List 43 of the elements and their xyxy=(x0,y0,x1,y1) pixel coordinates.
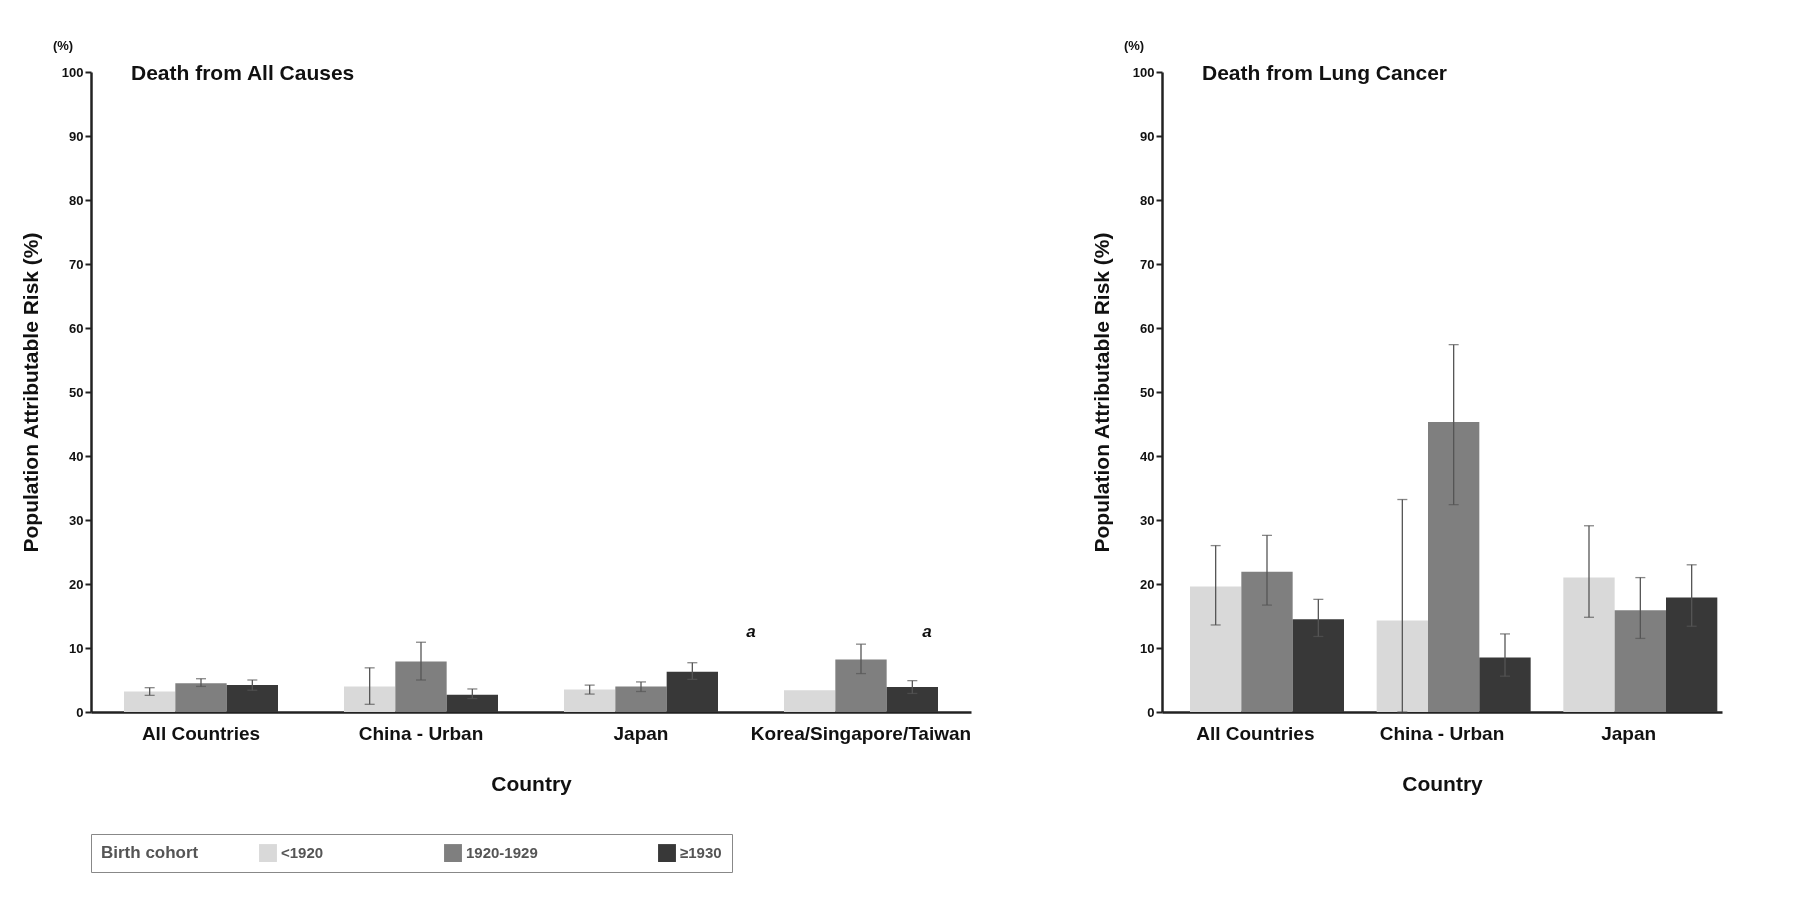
y-tick-label: 20 xyxy=(69,576,84,592)
y-tick-label: 0 xyxy=(76,704,84,720)
y-tick-label: 60 xyxy=(69,320,84,336)
chart-title: Death from Lung Cancer xyxy=(1202,61,1448,84)
y-tick-label: 90 xyxy=(1140,128,1155,144)
legend-title: Birth cohort xyxy=(101,843,199,862)
y-tick-label: 80 xyxy=(1140,192,1155,208)
legend-label: <1920 xyxy=(281,844,324,862)
annotation: a xyxy=(922,622,932,641)
text: (%) xyxy=(52,38,74,53)
y-tick-label: 50 xyxy=(1140,384,1155,400)
x-tick-label: All Countries xyxy=(1196,722,1315,744)
y-tick-label: 20 xyxy=(1140,576,1155,592)
x-tick-label: Korea/Singapore/Taiwan xyxy=(750,722,972,744)
y-tick-label: 30 xyxy=(1140,512,1155,528)
legend-label: ≥1930 xyxy=(680,844,722,862)
x-axis-title: Country xyxy=(1402,771,1484,795)
x-tick-label: Japan xyxy=(613,722,669,744)
y-tick-label: 90 xyxy=(69,128,84,144)
y-tick-label: 70 xyxy=(69,256,84,272)
chart-title: Death from All Causes xyxy=(131,61,355,84)
y-tick-label: 80 xyxy=(69,192,84,208)
x-tick-label: China - Urban xyxy=(1379,722,1505,744)
y-tick-label: 30 xyxy=(69,512,84,528)
legend-label: 1920-1929 xyxy=(466,844,538,862)
y-tick-label: 0 xyxy=(1147,704,1155,720)
y-tick-label: 100 xyxy=(1132,64,1155,80)
y-tick-label: 50 xyxy=(69,384,84,400)
y-axis-title: Population Attributable Risk (%) xyxy=(1089,232,1113,553)
y-tick-label: 100 xyxy=(61,64,84,80)
text: (%) xyxy=(1123,38,1145,53)
y-tick-label: 10 xyxy=(69,640,84,656)
annotation: a xyxy=(746,622,756,641)
y-tick-label: 40 xyxy=(1140,448,1155,464)
x-axis-title: Country xyxy=(491,771,573,795)
y-tick-label: 60 xyxy=(1140,320,1155,336)
x-tick-label: Japan xyxy=(1601,722,1657,744)
y-tick-label: 40 xyxy=(69,448,84,464)
x-tick-label: All Countries xyxy=(141,722,261,744)
y-axis-title: Population Attributable Risk (%) xyxy=(18,232,42,553)
y-tick-label: 10 xyxy=(1140,640,1155,656)
y-tick-label: 70 xyxy=(1140,256,1155,272)
x-tick-label: China - Urban xyxy=(358,722,484,744)
